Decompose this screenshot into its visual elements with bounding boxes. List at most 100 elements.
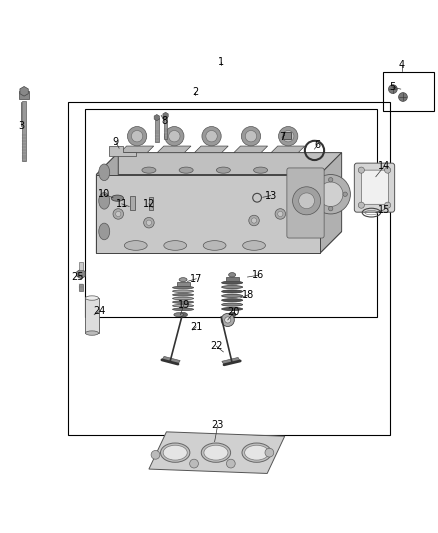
Ellipse shape [85, 331, 99, 335]
Ellipse shape [179, 312, 187, 317]
Ellipse shape [174, 313, 184, 317]
Ellipse shape [204, 445, 228, 460]
Text: 15: 15 [378, 205, 391, 215]
Circle shape [328, 177, 333, 182]
Ellipse shape [179, 167, 193, 173]
Circle shape [279, 126, 298, 146]
Text: 14: 14 [378, 161, 391, 171]
Circle shape [202, 126, 221, 146]
Polygon shape [162, 357, 180, 364]
FancyBboxPatch shape [361, 170, 389, 204]
Circle shape [343, 192, 347, 197]
Polygon shape [149, 432, 285, 473]
Polygon shape [194, 146, 228, 152]
Circle shape [358, 167, 364, 173]
Polygon shape [163, 112, 168, 118]
Circle shape [385, 202, 391, 208]
Text: 22: 22 [210, 341, 223, 351]
Circle shape [251, 218, 257, 223]
Circle shape [385, 167, 391, 173]
Bar [85, 298, 99, 333]
Ellipse shape [173, 308, 194, 311]
Text: 19: 19 [178, 300, 190, 310]
Ellipse shape [173, 301, 194, 303]
Polygon shape [154, 115, 159, 120]
Ellipse shape [203, 241, 226, 251]
Ellipse shape [243, 241, 265, 251]
Polygon shape [222, 358, 240, 365]
Bar [155, 118, 159, 142]
Bar [19, 91, 29, 99]
Bar [283, 132, 291, 139]
Text: 23: 23 [212, 420, 224, 430]
Text: 25: 25 [72, 272, 84, 281]
Text: 8: 8 [161, 116, 167, 126]
Polygon shape [96, 152, 118, 253]
Ellipse shape [111, 195, 124, 201]
Circle shape [245, 131, 257, 142]
Circle shape [399, 93, 407, 101]
Ellipse shape [222, 286, 243, 288]
Circle shape [206, 131, 217, 142]
Text: 16: 16 [252, 270, 265, 280]
Bar [226, 277, 239, 280]
Text: 6: 6 [314, 140, 321, 150]
Circle shape [314, 192, 318, 197]
Circle shape [226, 459, 235, 468]
Circle shape [318, 182, 343, 206]
Ellipse shape [222, 290, 243, 293]
Polygon shape [157, 146, 191, 152]
Circle shape [169, 131, 180, 142]
Circle shape [225, 317, 231, 323]
Ellipse shape [163, 445, 187, 460]
Polygon shape [96, 152, 342, 174]
Circle shape [241, 126, 261, 146]
Circle shape [190, 459, 198, 468]
Polygon shape [320, 152, 342, 253]
Text: 10: 10 [98, 189, 110, 199]
Circle shape [151, 450, 160, 459]
Ellipse shape [216, 167, 230, 173]
Circle shape [221, 313, 234, 327]
Text: 4: 4 [399, 60, 405, 70]
Ellipse shape [173, 297, 194, 300]
Circle shape [249, 215, 259, 226]
Text: 5: 5 [389, 82, 395, 92]
Ellipse shape [124, 241, 147, 251]
Circle shape [165, 126, 184, 146]
Ellipse shape [99, 223, 110, 240]
Bar [164, 115, 167, 140]
Ellipse shape [222, 308, 243, 311]
FancyBboxPatch shape [354, 163, 395, 212]
Text: 2: 2 [192, 87, 198, 97]
Polygon shape [120, 146, 154, 152]
Ellipse shape [222, 298, 243, 302]
Polygon shape [77, 269, 85, 279]
Circle shape [144, 217, 154, 228]
Text: 18: 18 [242, 290, 254, 300]
Circle shape [275, 209, 286, 219]
Text: 20: 20 [228, 308, 240, 318]
Ellipse shape [164, 241, 187, 251]
FancyBboxPatch shape [287, 168, 324, 238]
Polygon shape [109, 146, 136, 156]
Ellipse shape [142, 167, 156, 173]
Ellipse shape [222, 281, 243, 284]
Circle shape [127, 126, 147, 146]
Bar [383, 71, 434, 111]
Bar [149, 197, 153, 211]
Circle shape [265, 448, 274, 457]
Bar [68, 102, 390, 435]
Ellipse shape [173, 286, 194, 289]
Bar [79, 262, 83, 270]
Text: 9: 9 [113, 136, 119, 147]
Circle shape [293, 187, 321, 215]
Text: 7: 7 [279, 132, 285, 142]
Circle shape [389, 85, 397, 93]
Circle shape [311, 174, 350, 214]
Circle shape [299, 193, 314, 209]
Polygon shape [271, 146, 305, 152]
Polygon shape [20, 86, 28, 96]
Circle shape [116, 211, 121, 216]
Text: 3: 3 [18, 122, 24, 131]
